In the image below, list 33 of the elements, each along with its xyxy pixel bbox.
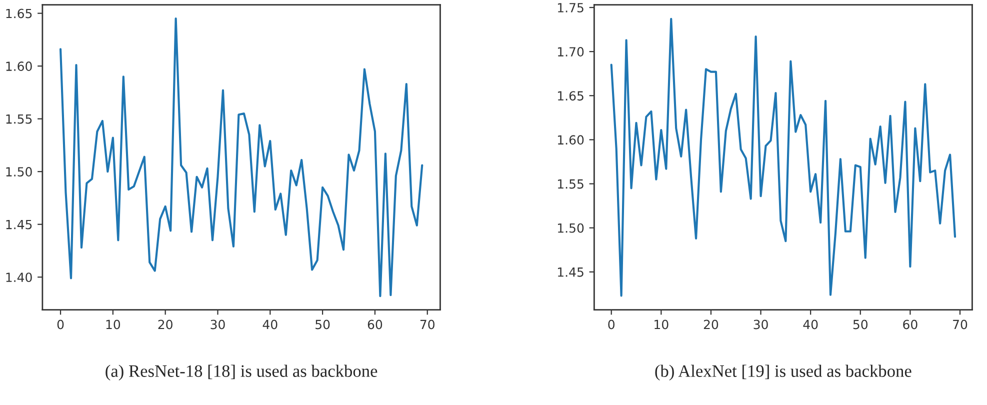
line-series <box>610 18 956 297</box>
x-tick-label: 30 <box>754 320 768 330</box>
x-tick-label: 20 <box>158 320 172 330</box>
y-tick-label: 1.55 <box>558 179 584 189</box>
x-tick-label: 30 <box>210 320 225 330</box>
y-tick-label: 1.75 <box>558 3 584 12</box>
y-tick-label: 1.65 <box>6 8 32 18</box>
x-tick-label: 0 <box>608 320 615 330</box>
y-tick-label: 1.50 <box>558 223 584 233</box>
text: (a) ResNet-18 [18] is used as backbone <box>106 364 378 380</box>
x-tick-label: 50 <box>316 320 330 330</box>
y-tick-label: 1.45 <box>558 268 584 277</box>
y-tick-label: 1.55 <box>6 114 32 124</box>
x-tick-label: 10 <box>654 320 668 330</box>
y-tick-label: 1.40 <box>6 272 32 282</box>
x-tick-label: 60 <box>903 320 918 330</box>
x-tick-label: 40 <box>803 320 818 330</box>
x-tick-label: 0 <box>57 320 64 330</box>
x-tick-label: 50 <box>853 320 868 330</box>
text: (b) AlexNet [19] is used as backbone <box>655 364 912 380</box>
y-tick-label: 1.60 <box>558 135 584 145</box>
y-tick-label: 1.70 <box>558 47 584 56</box>
y-tick-label: 1.45 <box>6 220 32 230</box>
y-tick-label: 1.60 <box>6 62 32 71</box>
x-tick-label: 70 <box>953 320 968 330</box>
x-tick-label: 40 <box>262 320 278 330</box>
line-series <box>59 18 424 298</box>
y-tick-label: 1.65 <box>558 91 584 101</box>
x-tick-label: 10 <box>106 320 120 330</box>
x-tick-label: 70 <box>420 320 434 330</box>
x-tick-label: 60 <box>368 320 382 330</box>
y-tick-label: 1.50 <box>6 167 32 177</box>
x-tick-label: 20 <box>704 320 718 330</box>
